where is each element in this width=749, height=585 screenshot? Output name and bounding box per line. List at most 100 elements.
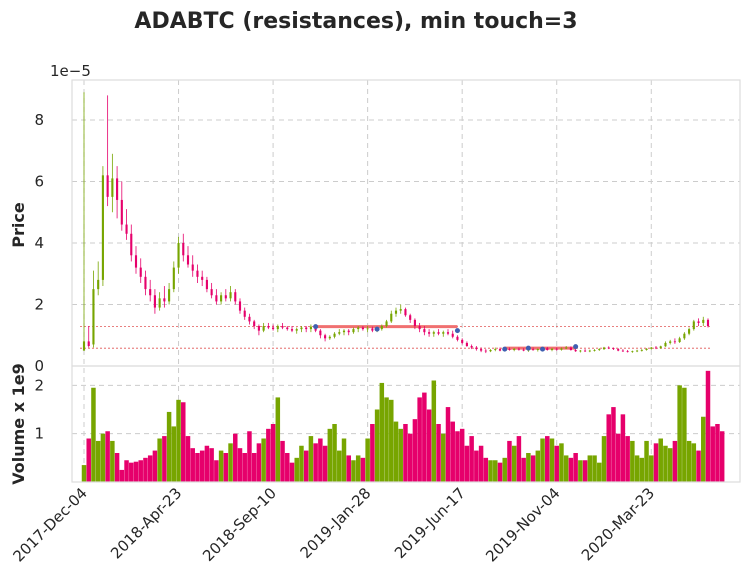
candle-body [324, 335, 327, 339]
candle-body [579, 350, 582, 352]
candle-body [446, 332, 450, 334]
candle-body [125, 224, 128, 234]
volume-bar [337, 450, 342, 482]
candle-body [371, 328, 374, 331]
volume-bar [502, 457, 507, 482]
volume-tick-labels: 12 [34, 376, 44, 442]
candle-body [418, 326, 421, 330]
volume-bar [625, 436, 630, 482]
candle-body [229, 292, 232, 299]
x-tick-label: 2018-Apr-23 [107, 484, 185, 562]
x-tick-label: 2019-Jun-17 [391, 484, 469, 562]
candle-body [158, 298, 161, 308]
candle-body [423, 329, 426, 333]
volume-bar [540, 438, 545, 482]
candle-body [598, 349, 601, 351]
candle-body [201, 276, 204, 280]
volume-bar [455, 431, 460, 482]
candle-body [305, 327, 308, 330]
volume-bar [195, 453, 200, 482]
volume-bar [696, 450, 701, 482]
touch-point-marker [573, 344, 579, 350]
candle-body [702, 319, 705, 323]
candle-body [295, 329, 298, 331]
candlestick-series [82, 92, 710, 354]
resistance-lines [80, 325, 710, 350]
candle-body [172, 267, 175, 290]
candle-body [182, 242, 185, 256]
volume-bar [384, 397, 389, 482]
candle-body [631, 351, 634, 353]
candle-body [475, 347, 478, 350]
volume-axis-label: Volume x 1e9 [9, 363, 28, 484]
candle-body [234, 292, 237, 302]
volume-bar [365, 438, 370, 482]
candle-body [276, 326, 279, 330]
volume-bar [147, 455, 153, 482]
candle-body [697, 321, 700, 323]
touch-point-marker [525, 345, 531, 351]
volume-bar [138, 460, 143, 482]
volume-bar [403, 424, 408, 482]
candle-body [456, 336, 459, 340]
candle-body [706, 319, 710, 327]
volume-bar [214, 460, 219, 482]
volume-bar [568, 457, 574, 482]
volume-bar [436, 424, 441, 482]
candle-body [602, 347, 606, 350]
volume-bar [228, 443, 233, 482]
candle-body [409, 315, 412, 320]
volume-bar [266, 428, 271, 482]
candle-body [385, 321, 388, 327]
candle-body [97, 279, 100, 290]
volume-bar [634, 455, 640, 482]
candle-body [692, 321, 695, 330]
volume-bar [91, 387, 96, 482]
candle-body [82, 341, 86, 351]
candle-body [286, 327, 289, 330]
volume-bar [611, 407, 616, 482]
candle-body [106, 175, 109, 197]
volume-bar [431, 380, 437, 482]
candle-body [243, 310, 246, 317]
candle-body [347, 330, 350, 333]
volume-bar [563, 455, 569, 482]
volume-bar [322, 445, 328, 482]
volume-bar [114, 453, 120, 482]
candle-body [366, 328, 369, 330]
volume-bar [620, 414, 626, 482]
candle-body [253, 321, 256, 327]
price-gridlines [72, 119, 740, 305]
volume-bar [275, 397, 281, 482]
volume-bar [119, 469, 125, 482]
volume-bar [171, 426, 177, 482]
candle-body [394, 310, 398, 314]
volume-bar [261, 438, 266, 482]
candle-body [593, 350, 596, 351]
volume-bar [691, 443, 697, 482]
volume-bar [507, 440, 512, 482]
volume-bar [573, 453, 578, 482]
candle-body [238, 301, 242, 311]
volume-bar [526, 453, 531, 482]
candle-body [588, 350, 591, 352]
volume-bar [677, 385, 682, 482]
volume-bar [105, 431, 110, 482]
volume-bar [587, 455, 593, 482]
volume-panel-frame [71, 365, 741, 483]
candle-body [87, 341, 90, 347]
candle-body [522, 349, 525, 351]
candle-body [489, 350, 492, 352]
candle-body [612, 348, 615, 350]
volume-bar [181, 402, 186, 482]
candle-body [584, 350, 587, 352]
touch-point-marker [374, 326, 380, 332]
volume-bar [162, 436, 167, 482]
touch-point-marker [313, 324, 319, 330]
volume-bar [285, 453, 290, 482]
volume-bar [280, 440, 285, 482]
volume-bar [251, 453, 257, 482]
volume-bar [176, 399, 181, 482]
candle-body [645, 348, 648, 351]
candle-body [659, 346, 662, 349]
